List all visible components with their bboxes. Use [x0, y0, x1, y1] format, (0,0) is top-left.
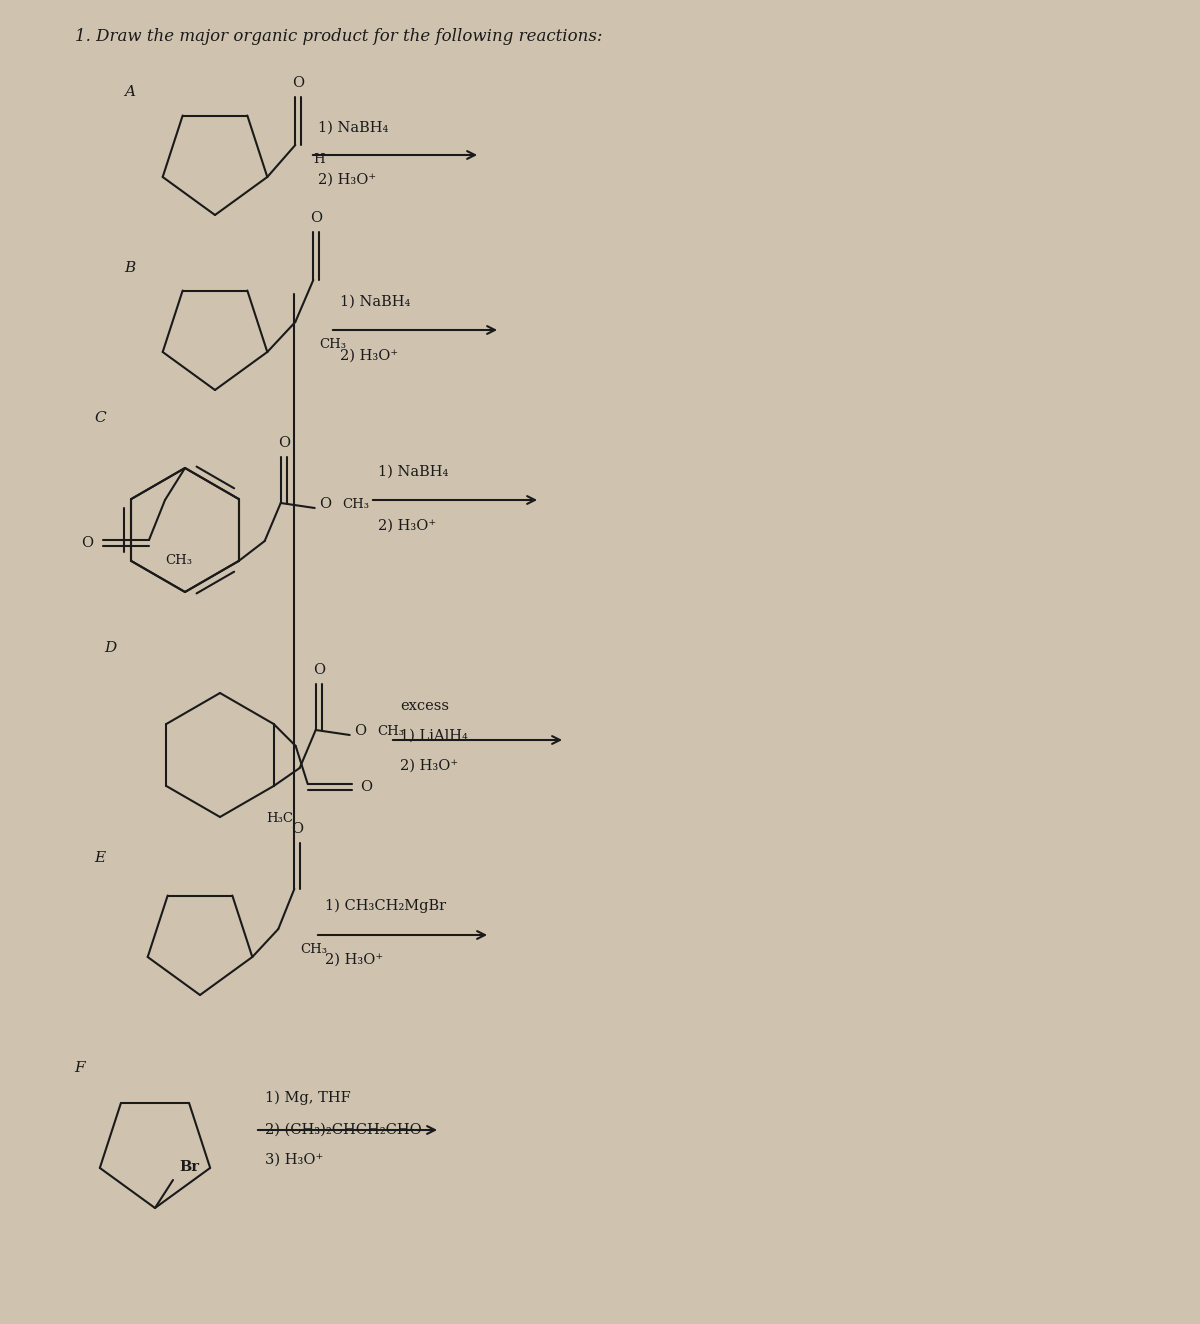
- Text: H: H: [313, 154, 325, 166]
- Text: 1) NaBH₄: 1) NaBH₄: [378, 465, 449, 479]
- Text: D: D: [104, 641, 116, 655]
- Text: O: O: [313, 663, 325, 677]
- Text: 2) H₃O⁺: 2) H₃O⁺: [400, 759, 458, 773]
- Text: C: C: [94, 410, 106, 425]
- Text: CH₃: CH₃: [343, 498, 370, 511]
- Text: CH₃: CH₃: [319, 338, 347, 351]
- Text: E: E: [95, 851, 106, 865]
- Text: CH₃: CH₃: [378, 726, 404, 737]
- Text: 2) H₃O⁺: 2) H₃O⁺: [325, 953, 383, 967]
- Text: 1) LiAlH₄: 1) LiAlH₄: [400, 730, 468, 743]
- Text: 2) (CH₃)₂CHCH₂CHO: 2) (CH₃)₂CHCH₂CHO: [265, 1123, 421, 1137]
- Text: Br: Br: [179, 1160, 199, 1174]
- Text: 1) Mg, THF: 1) Mg, THF: [265, 1091, 350, 1106]
- Text: O: O: [319, 496, 331, 511]
- Text: O: O: [292, 822, 304, 835]
- Text: 2) H₃O⁺: 2) H₃O⁺: [318, 173, 376, 187]
- Text: 1. Draw the major organic product for the following reactions:: 1. Draw the major organic product for th…: [74, 28, 602, 45]
- Text: B: B: [125, 261, 136, 275]
- Text: O: O: [293, 75, 305, 90]
- Text: 1) NaBH₄: 1) NaBH₄: [318, 120, 389, 135]
- Text: 3) H₃O⁺: 3) H₃O⁺: [265, 1153, 323, 1166]
- Text: F: F: [74, 1061, 85, 1075]
- Text: 2) H₃O⁺: 2) H₃O⁺: [340, 350, 398, 363]
- Text: O: O: [354, 724, 366, 737]
- Text: 1) NaBH₄: 1) NaBH₄: [340, 295, 410, 308]
- Text: O: O: [80, 536, 94, 549]
- Text: H₃C: H₃C: [266, 812, 294, 825]
- Text: O: O: [360, 780, 372, 794]
- Text: A: A: [125, 85, 136, 99]
- Text: 1) CH₃CH₂MgBr: 1) CH₃CH₂MgBr: [325, 899, 446, 914]
- Text: O: O: [311, 211, 323, 225]
- Text: excess: excess: [400, 699, 449, 714]
- Text: CH₃: CH₃: [166, 553, 192, 567]
- Text: 2) H₃O⁺: 2) H₃O⁺: [378, 519, 436, 534]
- Text: O: O: [277, 436, 289, 450]
- Text: CH₃: CH₃: [300, 943, 328, 956]
